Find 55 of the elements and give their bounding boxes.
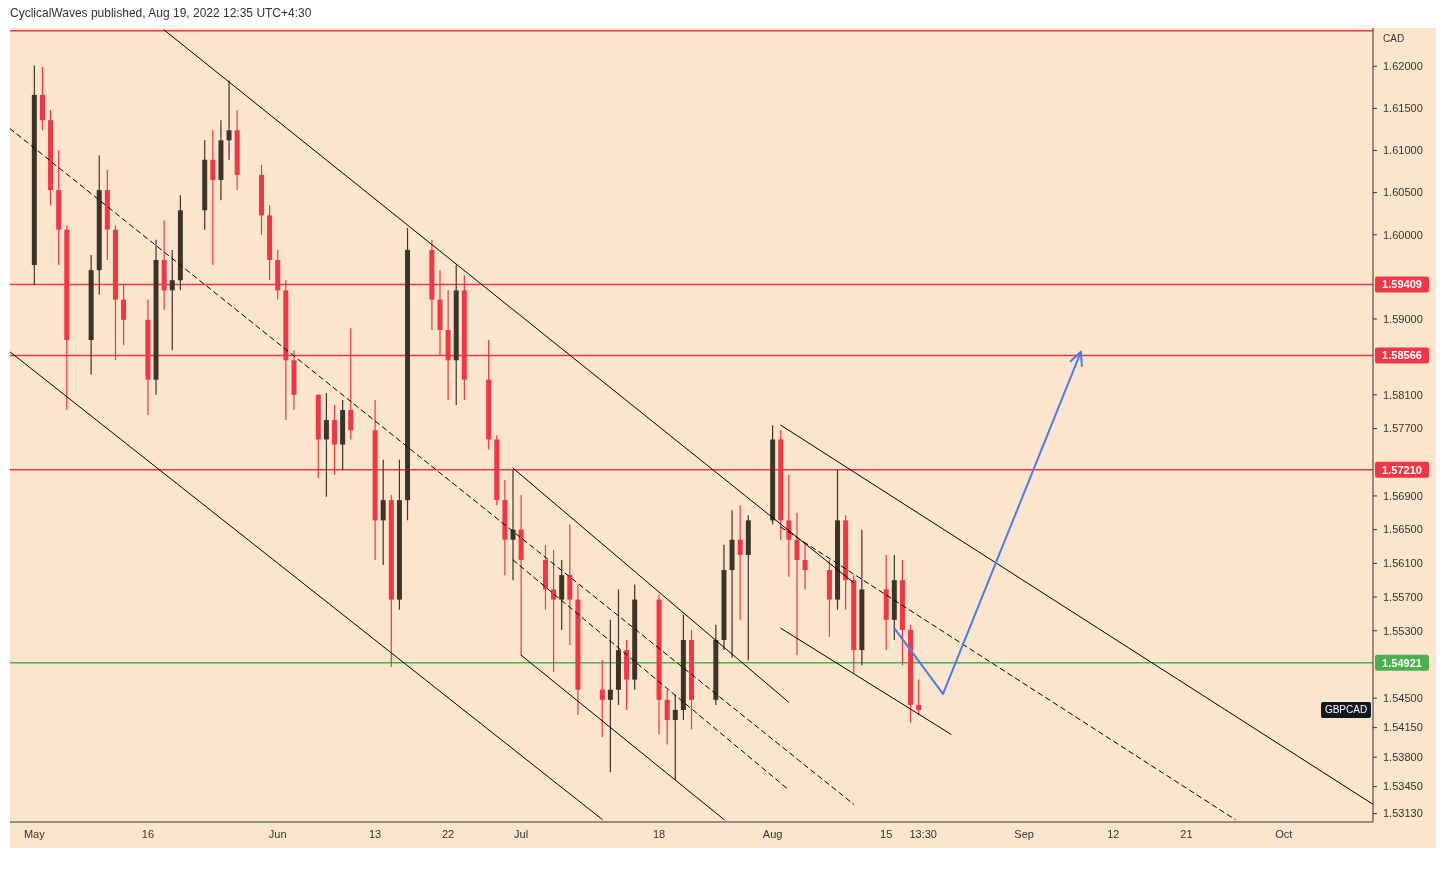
x-tick-label: 21 bbox=[1180, 828, 1193, 840]
y-tick-label: 1.56900 bbox=[1383, 489, 1423, 502]
x-tick-label: 22 bbox=[441, 828, 455, 840]
y-tick-label: 1.62000 bbox=[1383, 60, 1423, 73]
candlestick bbox=[802, 542, 808, 591]
x-tick-label: 12 bbox=[1107, 828, 1120, 840]
candlestick bbox=[226, 79, 232, 161]
y-tick-label: 1.54500 bbox=[1383, 691, 1423, 704]
y-axis-title: CAD bbox=[1383, 33, 1405, 44]
candlestick bbox=[794, 512, 800, 656]
x-tick-label: Oct bbox=[1275, 828, 1293, 840]
x-tick-label: Jul bbox=[514, 828, 529, 840]
x-tick-label: Sep bbox=[1014, 828, 1034, 840]
y-tick-label: 1.53450 bbox=[1383, 780, 1423, 793]
y-tick-label: 1.53800 bbox=[1383, 750, 1423, 763]
x-tick-label: 13 bbox=[368, 828, 382, 840]
y-tick-label: 1.60000 bbox=[1383, 228, 1423, 241]
y-tick-label: 1.61500 bbox=[1383, 102, 1423, 115]
candlestick bbox=[916, 679, 922, 716]
candlestick bbox=[169, 249, 175, 351]
y-tick-label: 1.56500 bbox=[1383, 523, 1423, 536]
candlestick bbox=[786, 474, 792, 578]
candlestick bbox=[210, 129, 216, 266]
ref-line-label: 1.59409 bbox=[1382, 278, 1422, 291]
y-tick-label: 1.58100 bbox=[1383, 388, 1423, 401]
x-tick-label: 18 bbox=[652, 828, 666, 840]
candlestick bbox=[510, 469, 516, 581]
y-tick-label: 1.57700 bbox=[1383, 422, 1423, 435]
y-tick-label: 1.55300 bbox=[1383, 624, 1423, 637]
ref-line-label: 1.57210 bbox=[1382, 463, 1422, 476]
candlestick bbox=[551, 549, 557, 673]
ref-line-label: 1.54921 bbox=[1382, 656, 1422, 669]
x-tick-label: 15 bbox=[880, 828, 893, 840]
y-tick-label: 1.56100 bbox=[1383, 557, 1423, 570]
candlestick bbox=[607, 619, 613, 773]
annotation: GBPCAD bbox=[1324, 704, 1368, 716]
chart-title: CyclicalWaves published, Aug 19, 2022 12:35 UTC+4:30 bbox=[10, 6, 312, 20]
x-tick-label: Aug bbox=[762, 828, 783, 840]
x-tick-label: 13:30 bbox=[909, 828, 937, 840]
y-tick-label: 1.55700 bbox=[1383, 590, 1423, 603]
candlestick bbox=[672, 694, 678, 781]
ref-line-label: 1.58566 bbox=[1382, 349, 1422, 362]
y-tick-label: 1.59000 bbox=[1383, 312, 1423, 325]
candlestick bbox=[599, 659, 605, 738]
candlestick bbox=[323, 392, 329, 498]
candlestick bbox=[737, 504, 743, 621]
y-tick-label: 1.60500 bbox=[1383, 186, 1423, 199]
y-tick-label: 1.53130 bbox=[1383, 807, 1423, 820]
x-tick-label: 16 bbox=[141, 828, 155, 840]
candlestick bbox=[664, 689, 670, 746]
x-tick-label: Jun bbox=[268, 828, 287, 840]
y-tick-label: 1.54150 bbox=[1383, 721, 1423, 734]
y-tick-label: 1.61000 bbox=[1383, 144, 1423, 157]
x-tick-label: May bbox=[23, 828, 46, 840]
candlestick bbox=[380, 459, 386, 566]
